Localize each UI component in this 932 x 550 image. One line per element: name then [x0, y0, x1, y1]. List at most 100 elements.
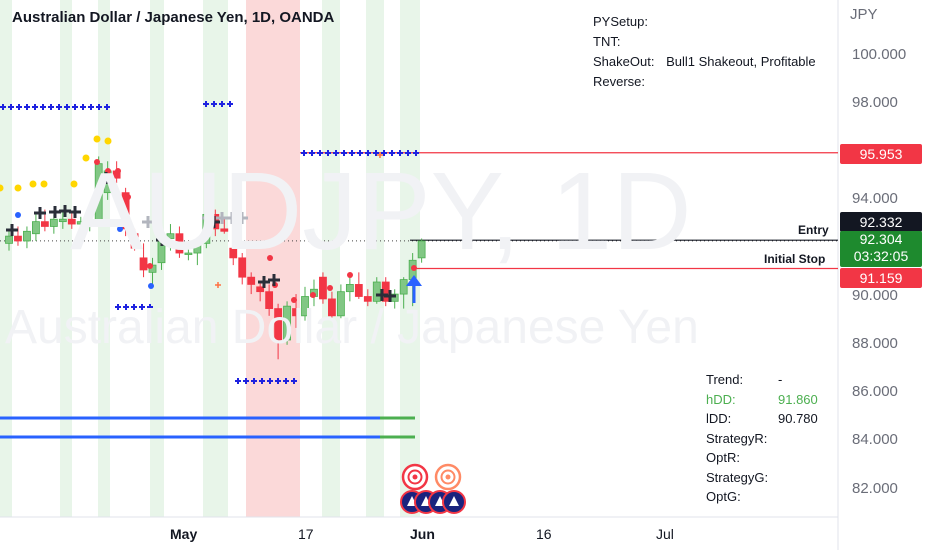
candle-body	[23, 230, 31, 242]
candle-body	[417, 240, 426, 259]
candle-body	[220, 228, 229, 232]
background-band	[150, 0, 164, 517]
shakeout-value: Bull1 Shakeout, Profitable	[666, 54, 816, 69]
candle-body	[49, 218, 58, 227]
initial-stop-line-label: Initial Stop	[764, 252, 826, 266]
candle-body	[202, 213, 211, 244]
initial-stop-price-tag: 91.159	[840, 268, 922, 288]
background-band	[0, 0, 12, 517]
background-band	[366, 0, 384, 517]
signal-dot	[347, 272, 353, 278]
candle-body	[328, 298, 336, 317]
candle-body	[345, 284, 354, 293]
signal-dot	[104, 137, 112, 145]
candle-body	[283, 305, 291, 341]
candle-body	[32, 221, 40, 235]
candle-body	[40, 221, 49, 227]
candle-body	[336, 291, 345, 317]
signal-dot	[115, 168, 121, 174]
candle-body	[58, 218, 67, 223]
candle-body	[85, 223, 94, 227]
price-tick: 90.000	[852, 287, 898, 304]
signal-dot	[82, 154, 90, 162]
price-tick: 84.000	[852, 431, 898, 448]
candle-body	[247, 276, 256, 285]
signal-dot	[327, 285, 333, 291]
candle-body	[238, 257, 247, 278]
signal-dot	[70, 180, 78, 188]
currency-label: JPY	[850, 6, 878, 23]
candle-body	[166, 233, 175, 239]
candle-body	[372, 281, 381, 302]
reverse-label: Reverse:	[593, 74, 646, 89]
candle-body	[319, 276, 327, 300]
stat-trend: Trend: -	[706, 372, 783, 387]
candle-body	[130, 233, 139, 249]
shakeout-row: ShakeOut: Bull1 Shakeout, Profitable	[593, 52, 816, 72]
stat-optg: OptG:	[706, 489, 741, 504]
stat-hdd: hDD: 91.860	[706, 391, 818, 407]
candle-body	[292, 308, 300, 317]
shakeout-label: ShakeOut:	[593, 54, 655, 69]
signal-dot	[40, 180, 48, 188]
signal-dot	[14, 184, 22, 192]
candle-body	[5, 235, 13, 244]
current-price-tag: 92.304 03:32:05	[840, 231, 922, 267]
up-arrow-icon	[406, 275, 422, 286]
background-band	[60, 0, 72, 517]
candle-body	[265, 291, 274, 309]
signal-dot	[291, 297, 297, 303]
price-tick: 94.000	[852, 190, 898, 207]
signal-dot	[147, 263, 153, 269]
stat-strategyr: StrategyR:	[706, 430, 768, 446]
background-band	[400, 0, 420, 517]
candle-body	[14, 235, 22, 242]
chart-title: Australian Dollar / Japanese Yen, 1D, OA…	[12, 9, 335, 26]
signal-dot	[93, 135, 101, 143]
stat-optr: OptR:	[706, 450, 740, 465]
upper-stop-price-tag: 95.953	[840, 144, 922, 164]
current-price-value: 92.304	[859, 231, 903, 247]
background-band	[203, 0, 228, 517]
background-band	[322, 0, 340, 517]
candle-body	[193, 242, 202, 254]
candle-body	[354, 284, 363, 297]
candle-body	[76, 221, 85, 225]
pysetup-label: PYSetup:	[593, 14, 648, 29]
candle-body	[139, 257, 148, 271]
candle-body	[229, 247, 238, 259]
candle-body	[121, 192, 130, 230]
target-icon	[412, 474, 418, 480]
stat-strategyg: StrategyG:	[706, 469, 769, 485]
time-tick: May	[170, 526, 198, 542]
price-tick: 82.000	[852, 480, 898, 497]
tnt-label: TNT:	[593, 34, 621, 49]
signal-dot	[94, 159, 100, 165]
candle-body	[184, 252, 193, 255]
target-icon	[440, 469, 456, 485]
stat-ldd: lDD: 90.780	[706, 411, 818, 426]
candle-body	[301, 296, 309, 317]
candle-body	[363, 296, 372, 302]
signal-dot	[267, 255, 273, 261]
entry-price-tag: 92.332	[840, 212, 922, 232]
candle-body	[399, 279, 408, 295]
entry-line-label: Entry	[798, 223, 829, 237]
candle-body	[175, 233, 184, 254]
flag-badge-icon	[449, 496, 459, 506]
price-tick: 88.000	[852, 335, 898, 352]
signal-dot	[15, 212, 21, 218]
target-icon	[407, 469, 423, 485]
price-tick: 98.000	[852, 94, 898, 111]
signal-dot	[148, 283, 154, 289]
background-band	[98, 0, 110, 517]
time-tick: 16	[536, 526, 552, 542]
stats-panel: Trend: - hDD: 91.860 lDD: 90.780 StrategyR:…	[706, 370, 818, 507]
signal-dot	[117, 226, 123, 232]
candle-body	[274, 308, 283, 341]
info-panel: PYSetup: TNT: ShakeOut: Bull1 Shakeout, …	[593, 12, 816, 92]
background-band	[246, 0, 300, 517]
signal-dot	[0, 184, 4, 192]
price-tick: 86.000	[852, 383, 898, 400]
